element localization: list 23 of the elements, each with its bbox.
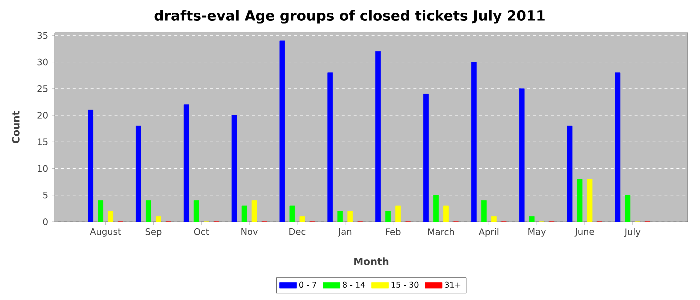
y-tick-label: 0 bbox=[43, 218, 48, 226]
y-tick-label: 5 bbox=[43, 192, 48, 199]
x-tick-label: Jan bbox=[338, 228, 352, 237]
x-tick-label: July bbox=[624, 228, 641, 238]
y-axis-title: Count bbox=[12, 111, 20, 144]
x-tick-label: May bbox=[528, 228, 546, 237]
x-tick-label: Nov bbox=[242, 228, 258, 236]
y-tick-label: 35 bbox=[38, 32, 48, 40]
x-tick-label: Sep bbox=[146, 228, 162, 238]
x-tick-label: June bbox=[574, 228, 594, 237]
y-tick-label: 10 bbox=[38, 165, 48, 172]
x-tick-label: April bbox=[478, 228, 499, 238]
x-tick-label: Dec bbox=[290, 228, 306, 236]
x-tick-label: Oct bbox=[194, 228, 210, 236]
y-tick-label: 30 bbox=[38, 58, 48, 66]
y-tick-label: 25 bbox=[38, 86, 48, 92]
x-tick-label: Feb bbox=[386, 228, 401, 236]
chart-title: drafts-eval Age groups of closed tickets July 2011 bbox=[154, 10, 545, 24]
y-tick-label: 15 bbox=[38, 138, 48, 146]
x-axis-title: Month bbox=[354, 258, 389, 266]
x-tick-label: March bbox=[428, 228, 454, 236]
y-tick-label: 20 bbox=[38, 112, 48, 119]
x-tick-label: August bbox=[90, 228, 122, 237]
